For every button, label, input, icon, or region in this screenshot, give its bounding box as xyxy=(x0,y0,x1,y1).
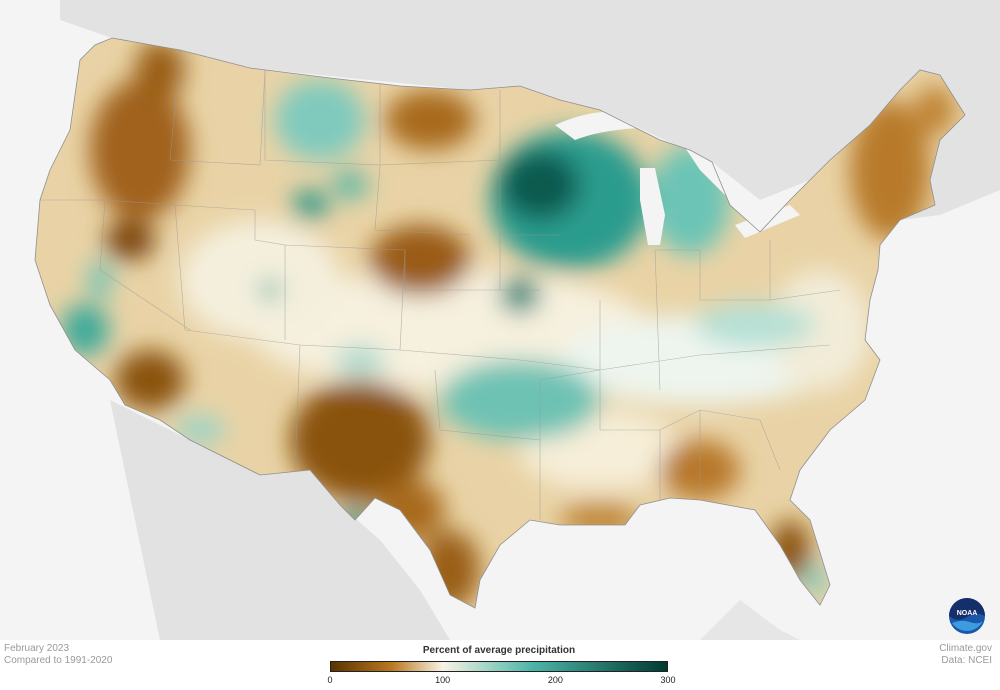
svg-text:NOAA: NOAA xyxy=(957,610,978,617)
noaa-logo-icon: NOAA xyxy=(949,598,985,634)
legend-title: Percent of average precipitation xyxy=(422,645,576,656)
legend-tick-0: 0 xyxy=(327,675,333,685)
source-info: Climate.gov Data: NCEI xyxy=(939,643,992,667)
source-data: Data: NCEI xyxy=(941,655,992,666)
canada-land xyxy=(60,0,1000,220)
source-site: Climate.gov xyxy=(939,643,992,654)
legend-color-bar xyxy=(330,661,668,672)
precipitation-map xyxy=(34,0,1000,640)
map-footer: February 2023 Compared to 1991-2020 Perc… xyxy=(0,640,1000,690)
legend-tick-200: 200 xyxy=(547,675,563,685)
baseline-label: Compared to 1991-2020 xyxy=(4,655,113,666)
conus-outline xyxy=(34,37,966,609)
mexico-land xyxy=(110,400,450,640)
legend-tick-100: 100 xyxy=(435,675,451,685)
date-info: February 2023 Compared to 1991-2020 xyxy=(4,643,112,667)
legend-tick-300: 300 xyxy=(660,675,676,685)
date-label: February 2023 xyxy=(4,643,70,654)
